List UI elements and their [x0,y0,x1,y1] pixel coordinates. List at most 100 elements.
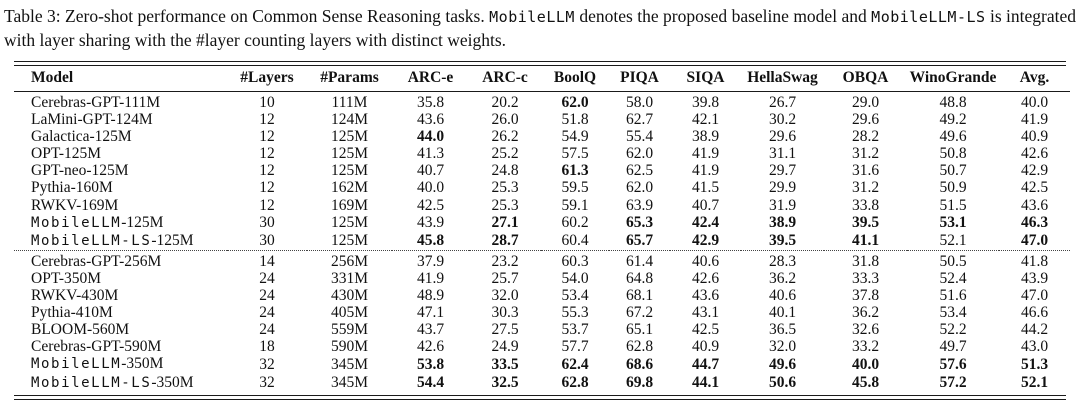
cell-score-hellaswag: 26.7 [768,94,797,111]
cell-params: 345M [330,374,369,391]
cell-score-piqa: 68.1 [625,287,654,305]
table-row: MobileLLM-125M 30 125M 43.9 27.1 60.2 65.3 42.4… [14,214,1070,232]
cell-score-obqa: 31.2 [851,179,880,197]
model-name-mono: MobileLLM [31,356,122,373]
cell-score-arc-e: 43.6 [416,111,445,129]
cell-score-arc-c: 25.2 [491,145,519,163]
cell-score-piqa: 58.0 [625,94,654,111]
cell-score-piqa: 61.4 [609,249,670,270]
cell-score-avg: 46.6 [1020,304,1049,322]
cell-score-siqa: 42.1 [691,111,720,129]
cell-model: GPT-neo-125M [14,162,227,179]
cell-score-piqa: 55.4 [625,128,654,146]
cell-score-obqa: 39.5 [851,214,880,232]
cell-model: RWKV-430M [14,287,227,304]
cell-model: Pythia-160M [14,179,227,196]
model-name-mono: MobileLLM [31,214,122,231]
cell-model: Cerebras-GPT-111M [14,92,227,112]
model-name-text: -125M [151,231,194,249]
cell-layers: 12 [259,111,275,129]
cell-score-piqa: 63.9 [625,196,654,214]
cell-score-hellaswag: 49.6 [768,355,797,373]
model-name-text: Cerebras-GPT-256M [31,252,162,270]
cell-score-winogrande: 50.8 [939,145,967,163]
cell-score-arc-c: 32.0 [491,287,519,305]
cell-score-obqa: 31.8 [824,249,907,270]
cell-score-boolq: 54.0 [561,269,589,287]
cell-score-hellaswag: 29.9 [768,179,797,197]
cell-score-piqa: 62.0 [625,145,654,163]
cell-score-siqa: 40.6 [670,249,741,270]
table-row: OPT-125M 12 125M 41.3 25.2 57.5 62.0 41.9 31.1 31… [14,145,1070,162]
cell-params: 125M [330,214,369,232]
cell-score-piqa: 67.2 [625,304,654,322]
table-header: Model #Layers #Params ARC-e ARC-c BoolQ PIQA SI… [14,67,1070,92]
caption-segment: MobileLLM-LS [871,8,986,26]
table-row: Cerebras-GPT-590M 18 590M 42.6 24.9 57.7 62.8 4… [14,338,1070,355]
cell-score-arc-c: 23.2 [469,249,541,270]
cell-score-boolq: 53.7 [561,321,589,339]
cell-score-hellaswag: 36.5 [768,321,797,339]
cell-score-siqa: 42.6 [691,269,720,287]
cell-score-arc-c: 26.2 [491,128,519,146]
cell-layers: 14 [227,249,307,270]
cell-score-siqa: 41.9 [691,145,720,163]
column-header-arc-c: ARC-c [469,67,541,92]
cell-score-obqa: 45.8 [851,374,880,391]
cell-score-arc-e: 45.8 [416,232,445,250]
caption-segment: Table 3: Zero-shot performance on Common… [4,6,490,26]
cell-score-siqa: 42.9 [691,232,720,250]
cell-score-winogrande: 52.4 [939,269,967,287]
cell-score-hellaswag: 31.9 [768,196,797,214]
cell-model: MobileLLM-350M [14,355,227,373]
model-name-text: Cerebras-GPT-111M [31,94,161,111]
column-header-obqa: OBQA [824,67,907,92]
cell-model: Cerebras-GPT-590M [14,338,227,355]
cell-score-siqa: 42.4 [691,214,720,232]
column-header-arc-e: ARC-e [392,67,469,92]
cell-score-avg: 43.6 [1020,196,1049,214]
table-row: Cerebras-GPT-111M 10 111M 35.8 20.2 62.0 58.0 3… [14,92,1070,112]
table-container: Model #Layers #Params ARC-e ARC-c BoolQ PIQA SI… [14,61,1070,400]
cell-score-obqa: 31.6 [851,162,880,180]
table-row: MobileLLM-350M 32 345M 53.8 33.5 62.4 68.6 44.7… [14,355,1070,373]
cell-score-hellaswag: 39.5 [768,232,797,250]
cell-score-arc-c: 27.5 [491,321,519,339]
cell-score-obqa: 33.3 [851,269,880,287]
cell-layers: 12 [259,196,275,214]
cell-score-hellaswag: 28.3 [741,249,824,270]
column-header-winogrande: WinoGrande [907,67,999,92]
cell-model: MobileLLM-125M [14,214,227,232]
cell-score-boolq: 57.5 [561,145,589,163]
cell-score-hellaswag: 32.0 [768,338,797,356]
cell-model: OPT-125M [14,145,227,162]
cell-score-siqa: 38.9 [691,128,720,146]
model-name-text: GPT-neo-125M [31,162,129,180]
cell-layers: 12 [259,179,275,197]
cell-layers: 30 [259,214,275,232]
table-caption: Table 3: Zero-shot performance on Common… [4,5,1076,52]
cell-score-arc-c: 32.5 [491,374,519,391]
cell-score-winogrande: 57.2 [939,374,967,391]
cell-params: 430M [330,287,369,305]
cell-model: Galactica-125M [14,128,227,145]
cell-score-hellaswag: 40.1 [768,304,797,322]
cell-params: 169M [330,196,369,214]
cell-score-hellaswag: 29.7 [768,162,797,180]
table-row: Pythia-410M 24 405M 47.1 30.3 55.3 67.2 43.1 40.… [14,304,1070,321]
cell-score-winogrande: 52.2 [939,321,967,339]
cell-score-siqa: 42.5 [691,321,720,339]
cell-params: 125M [330,162,369,180]
cell-layers: 12 [259,162,275,180]
cell-score-siqa: 44.1 [691,374,720,391]
table-body: Cerebras-GPT-111M 10 111M 35.8 20.2 62.0 58.0 3… [14,92,1070,395]
cell-score-avg: 43.9 [1020,269,1049,287]
cell-score-piqa: 68.6 [625,355,654,373]
column-header-boolq: BoolQ [541,67,609,92]
cell-score-obqa: 33.8 [851,196,880,214]
cell-score-avg: 41.8 [999,249,1070,270]
cell-score-hellaswag: 38.9 [768,214,797,232]
model-name-text: BLOOM-560M [31,321,130,339]
cell-score-boolq: 59.5 [561,179,589,197]
